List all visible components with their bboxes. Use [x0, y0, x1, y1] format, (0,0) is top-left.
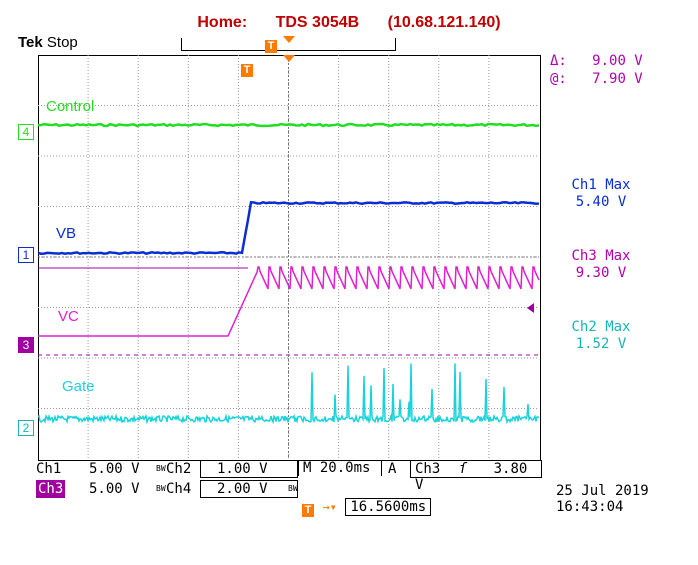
ch1-status-name[interactable]: Ch1: [36, 461, 62, 477]
cursor-at-readout: @: 7.90 V: [550, 71, 690, 87]
ch1-bw-icon: BW: [156, 464, 166, 473]
acquisition-state: Stop: [46, 34, 78, 51]
title-home: Home:: [197, 14, 248, 31]
ch3-bw-icon: BW: [156, 484, 166, 493]
rising-edge-icon: ſ: [458, 461, 468, 477]
gate-trace: [38, 363, 540, 425]
ch2-ground-marker[interactable]: 2: [18, 420, 34, 436]
ch3-ground-marker[interactable]: 3: [18, 337, 34, 353]
trigger-setup-box[interactable]: Ch3 ſ 3.80 V: [410, 460, 542, 493]
ch1-max-name: Ch1 Max: [571, 177, 631, 193]
timebase-box[interactable]: M 20.0ms: [298, 460, 382, 476]
ch4-scale-box[interactable]: 2.00 V: [200, 480, 298, 498]
graticule-grid: [38, 55, 539, 459]
title-ip: (10.68.121.140): [387, 14, 501, 31]
control-trace: [38, 122, 540, 128]
ch3-max-value: 9.30 V: [575, 265, 627, 281]
cursor-at-label: @:: [550, 71, 567, 87]
tek-logo: Tek: [18, 34, 43, 51]
traces-layer: [38, 122, 540, 425]
trigger-position-arrow-icon[interactable]: [283, 36, 295, 43]
trigger-mode: A: [388, 461, 397, 477]
ch4-bw-icon: BW: [288, 484, 298, 493]
title-model: TDS 3054B: [275, 14, 360, 31]
time: 16:43:04: [556, 499, 624, 515]
status-row-2: Ch3 5.00 V BW Ch4 2.00 V BW: [36, 480, 336, 498]
trigger-source: Ch3: [415, 461, 441, 477]
vb-trace-label: VB: [56, 225, 77, 242]
ch3-max-name: Ch3 Max: [571, 248, 631, 264]
ch2-max-value: 1.52 V: [575, 336, 627, 352]
trigger-arrow-icon: →▾: [322, 500, 337, 514]
status-row-1: Ch1 5.00 V BW Ch2 1.00 V M 20.0ms A Ch3 …: [36, 460, 542, 493]
ch1-max-value: 5.40 V: [575, 194, 627, 210]
ch2-status-name[interactable]: Ch2: [166, 461, 192, 477]
waveform-graticule: [38, 55, 540, 459]
cursor-at-value: 7.90 V: [592, 71, 643, 87]
ch1-ground-marker[interactable]: 1: [18, 247, 34, 263]
ch4-ground-marker[interactable]: 4: [18, 124, 34, 140]
trigger-position-value: 16.5600ms: [345, 498, 432, 516]
window-title: Home: TDS 3054B (10.68.121.140): [0, 14, 698, 32]
vc-trace-label: VC: [58, 308, 79, 325]
control-trace-label: Control: [46, 98, 95, 115]
ch1-scale-box[interactable]: 5.00 V: [89, 461, 140, 477]
gate-trace-label: Gate: [62, 378, 95, 395]
cursor-delta-label: Δ:: [550, 53, 567, 69]
vb-trace: [38, 200, 540, 256]
trigger-time-arrow-icon: [283, 55, 295, 62]
record-length-bar: [181, 38, 396, 51]
trigger-level-arrow-icon[interactable]: [527, 303, 534, 313]
date: 25 Jul 2019: [556, 483, 649, 499]
trigger-offset-icon: T: [302, 504, 314, 517]
trigger-position-readout[interactable]: T →▾ 16.5600ms: [302, 498, 432, 517]
ch3-scale-box[interactable]: 5.00 V: [89, 481, 140, 497]
cursor-delta-value: 9.00 V: [592, 53, 643, 69]
scope-brand: Tek Stop: [18, 34, 78, 51]
vc-trace: [38, 266, 540, 337]
waveform-display[interactable]: [38, 55, 541, 461]
ch4-status-name[interactable]: Ch4: [166, 481, 192, 497]
trigger-level: 3.80 V: [415, 461, 528, 493]
cursor-delta-readout: Δ: 9.00 V: [550, 53, 690, 69]
record-trigger-icon: T: [265, 40, 277, 53]
ch3-status-name[interactable]: Ch3: [36, 480, 66, 498]
datetime: 25 Jul 2019 16:43:04: [556, 483, 649, 515]
trigger-point-icon: T: [241, 64, 253, 77]
ch2-max-name: Ch2 Max: [571, 319, 631, 335]
ch2-scale-box[interactable]: 1.00 V: [200, 460, 298, 478]
